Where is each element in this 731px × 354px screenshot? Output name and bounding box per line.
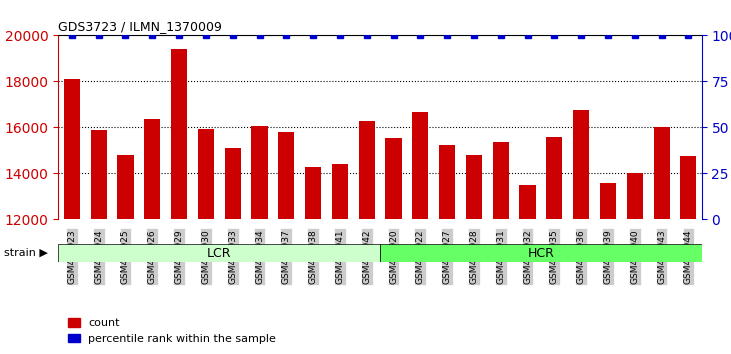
Bar: [359, 120, 375, 219]
Bar: [198, 129, 214, 219]
Bar: [412, 113, 428, 219]
Bar: [573, 110, 589, 219]
Bar: [118, 155, 134, 219]
Text: strain ▶: strain ▶: [4, 248, 48, 258]
Bar: [439, 145, 455, 219]
Text: GDS3723 / ILMN_1370009: GDS3723 / ILMN_1370009: [58, 20, 222, 33]
Text: HCR: HCR: [528, 247, 554, 259]
Bar: [681, 156, 697, 219]
Bar: [305, 166, 321, 219]
Text: LCR: LCR: [207, 247, 232, 259]
Bar: [224, 148, 240, 219]
Bar: [466, 155, 482, 219]
FancyBboxPatch shape: [380, 244, 702, 262]
Bar: [91, 130, 107, 219]
Bar: [144, 119, 160, 219]
Legend: count, percentile rank within the sample: count, percentile rank within the sample: [64, 314, 281, 348]
Bar: [600, 183, 616, 219]
Bar: [332, 164, 348, 219]
Bar: [251, 126, 268, 219]
Bar: [493, 142, 509, 219]
FancyBboxPatch shape: [58, 244, 380, 262]
Bar: [64, 79, 80, 219]
Bar: [546, 137, 562, 219]
Bar: [520, 185, 536, 219]
Bar: [279, 132, 295, 219]
Bar: [385, 138, 401, 219]
Bar: [654, 127, 670, 219]
Bar: [171, 49, 187, 219]
Bar: [626, 173, 643, 219]
